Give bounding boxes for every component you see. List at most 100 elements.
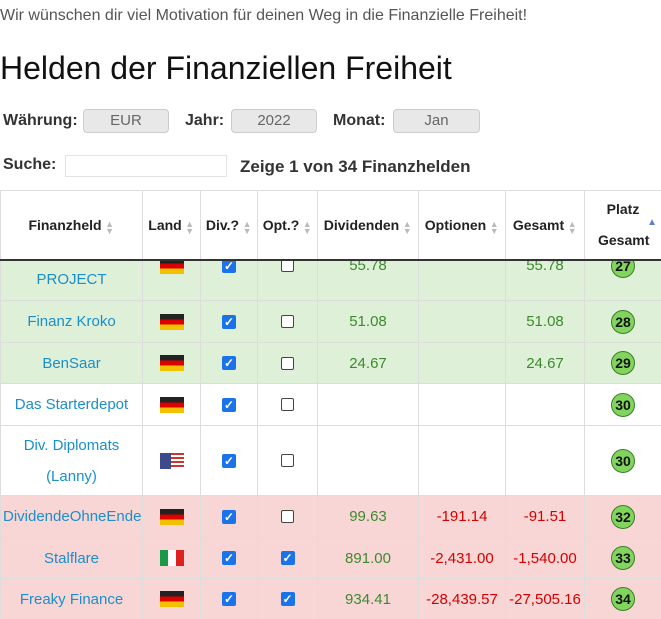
div-flag: ✓ xyxy=(200,425,258,496)
header-text: Opt.? xyxy=(262,216,300,233)
checkbox xyxy=(281,315,294,328)
opt-flag: ✓ xyxy=(257,537,318,579)
flag xyxy=(159,452,184,469)
flag xyxy=(159,396,184,413)
dividends: 51.08 xyxy=(317,300,419,343)
div-flag: ✓ xyxy=(200,537,258,579)
month-label: Monat: xyxy=(333,112,386,129)
hero-name[interactable]: Finanz Kroko xyxy=(0,300,143,343)
hero-name[interactable]: Das Starterdepot xyxy=(0,383,143,426)
opt-flag xyxy=(257,342,318,384)
hero-name[interactable]: Stalflare xyxy=(0,537,143,579)
column-header[interactable]: Div.? ▲▼ xyxy=(200,190,258,261)
checkbox: ✓ xyxy=(222,509,236,524)
total xyxy=(505,383,585,426)
dividends: 24.67 xyxy=(317,342,419,384)
dividends xyxy=(317,425,419,496)
country xyxy=(142,342,201,384)
header-text: Finanzheld xyxy=(28,216,102,233)
column-header[interactable]: Gesamt ▲▼ xyxy=(505,190,585,261)
div-flag: ✓ xyxy=(200,495,258,538)
checkbox: ✓ xyxy=(222,551,236,565)
flag xyxy=(159,591,184,607)
dividends: 99.63 xyxy=(317,495,419,538)
search-label: Suche: xyxy=(3,156,57,173)
header-text: Dividenden xyxy=(323,216,400,233)
sort-arrow: ▲▼ xyxy=(104,219,115,234)
header-text: Land xyxy=(148,216,182,233)
search-info: Zeige 1 von 34 Finanzhelden xyxy=(240,157,471,176)
rank-badge: 34 xyxy=(611,587,635,611)
sort-arrow: ▲▼ xyxy=(402,219,413,234)
rank: 34 xyxy=(584,578,661,619)
checkbox: ✓ xyxy=(222,258,236,273)
column-header[interactable]: Land ▲▼ xyxy=(142,190,201,261)
rank: 33 xyxy=(584,537,661,579)
checkbox: ✓ xyxy=(222,314,236,329)
rank: 32 xyxy=(584,495,661,538)
hero-name[interactable]: BenSaar xyxy=(0,342,143,384)
hero-name[interactable]: Freaky Finance xyxy=(0,578,143,619)
currency-label: Währung: xyxy=(3,112,78,129)
opt-flag: ✓ xyxy=(257,578,318,619)
sort-arrow: ▲▼ xyxy=(302,219,313,234)
table-row: Div. Diplomats (Lanny) ✓ 30 xyxy=(0,425,661,496)
hero-name[interactable]: Div. Diplomats (Lanny) xyxy=(0,425,143,496)
dividends xyxy=(317,383,419,426)
opt-flag xyxy=(257,383,318,426)
month-select[interactable]: Jan xyxy=(393,109,480,133)
column-header[interactable]: Optionen ▲▼ xyxy=(418,190,506,261)
options xyxy=(418,425,506,496)
div-flag: ✓ xyxy=(200,342,258,384)
header-text: Platz Gesamt xyxy=(598,201,650,248)
opt-flag xyxy=(257,425,318,496)
flag xyxy=(159,257,184,274)
checkbox xyxy=(281,454,294,467)
dividends: 891.00 xyxy=(317,537,419,579)
rank-badge: 29 xyxy=(611,351,635,375)
header-text: Div.? xyxy=(205,216,240,233)
rank: 30 xyxy=(584,383,661,426)
country xyxy=(142,425,201,496)
flag xyxy=(159,550,184,566)
rank-badge: 30 xyxy=(611,392,635,417)
table-header: Finanzheld ▲▼ Land ▲▼ Div.? ▲▼ Opt.? ▲▼ Dividend… xyxy=(0,190,661,261)
table-row: Das Starterdepot ✓ 30 xyxy=(0,383,661,426)
rank-badge: 32 xyxy=(611,504,635,529)
flag xyxy=(159,355,184,371)
column-header[interactable]: Platz Gesamt ▲ xyxy=(584,190,661,261)
year-select[interactable]: 2022 xyxy=(231,109,317,133)
flag xyxy=(159,313,184,330)
total xyxy=(505,425,585,496)
header-text: Optionen xyxy=(424,216,487,233)
sort-arrow: ▲▼ xyxy=(184,219,195,234)
country xyxy=(142,300,201,343)
options: -28,439.57 xyxy=(418,578,506,619)
table-row: Freaky Finance ✓ ✓ 934.41 -28,439.57 -27,505.… xyxy=(0,578,661,619)
checkbox: ✓ xyxy=(222,592,236,606)
total: -27,505.16 xyxy=(505,578,585,619)
column-header[interactable]: Dividenden ▲▼ xyxy=(317,190,419,261)
total: 51.08 xyxy=(505,300,585,343)
total: -1,540.00 xyxy=(505,537,585,579)
hero-name[interactable]: DividendeOhneEnde xyxy=(0,495,143,538)
checkbox: ✓ xyxy=(280,551,295,565)
currency-select[interactable]: EUR xyxy=(83,109,169,133)
opt-flag xyxy=(257,495,318,538)
country xyxy=(142,578,201,619)
intro: Wir wünschen dir viel Motivation für dei… xyxy=(0,7,528,24)
column-header[interactable]: Opt.? ▲▼ xyxy=(257,190,318,261)
search-input[interactable] xyxy=(65,155,227,177)
div-flag: ✓ xyxy=(200,383,258,426)
table-row: DividendeOhneEnde ✓ 99.63 -191.14 -91.51 32 xyxy=(0,495,661,538)
checkbox: ✓ xyxy=(222,453,236,468)
sort-arrow: ▲ xyxy=(647,217,657,228)
checkbox: ✓ xyxy=(280,592,295,606)
column-header[interactable]: Finanzheld ▲▼ xyxy=(0,190,143,261)
total: -91.51 xyxy=(505,495,585,538)
options: -191.14 xyxy=(418,495,506,538)
sort-arrow: ▲▼ xyxy=(489,219,500,234)
table-row: Stalflare ✓ ✓ 891.00 -2,431.00 -1,540.00 33 xyxy=(0,537,661,579)
div-flag: ✓ xyxy=(200,300,258,343)
